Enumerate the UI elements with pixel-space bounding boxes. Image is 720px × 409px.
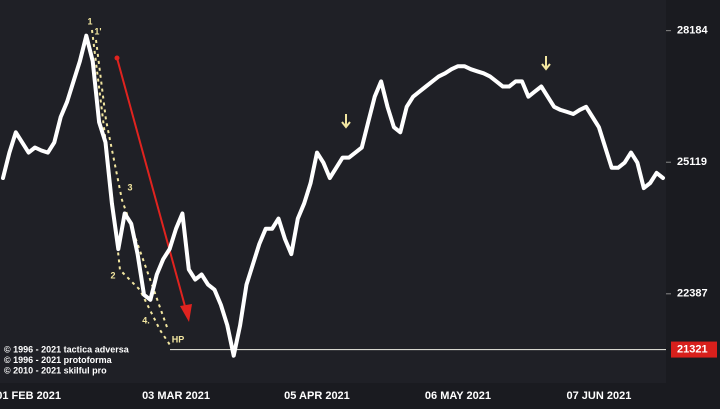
x-tick-label: 06 MAY 2021	[425, 390, 491, 402]
wave-guide	[91, 29, 171, 346]
credit: © 1996 - 2021 protoforma	[4, 355, 113, 365]
wave-label: 3	[127, 182, 132, 192]
marker-arrow	[341, 114, 351, 129]
wave-label: HP	[172, 334, 185, 344]
y-axis-band	[666, 0, 720, 383]
y-tick-label: 28184	[677, 25, 708, 37]
x-axis-band	[0, 383, 720, 409]
x-tick-label: 01 FEB 2021	[0, 390, 61, 402]
arrow-head	[180, 304, 192, 322]
arrow-start	[114, 55, 120, 61]
wave-label: 2	[110, 270, 115, 280]
x-tick-label: 03 MAR 2021	[142, 390, 210, 402]
wave-label: 1	[87, 16, 92, 26]
wave-label: 4.	[142, 315, 150, 325]
trend-arrow	[116, 57, 187, 311]
credit: © 1996 - 2021 tactica adversa	[4, 344, 130, 354]
x-tick-label: 07 JUN 2021	[567, 390, 632, 402]
y-tick-label: 25119	[677, 156, 707, 168]
hp-label: 21321	[677, 343, 708, 355]
x-tick-label: 05 APR 2021	[284, 390, 350, 402]
marker-arrow	[541, 56, 551, 71]
price-line	[1, 33, 665, 358]
hp-label-box	[671, 341, 717, 358]
y-tick-label: 22387	[677, 288, 708, 300]
credit: © 2010 - 2021 skilful pro	[4, 365, 107, 375]
wave-label: 1'	[94, 26, 101, 36]
